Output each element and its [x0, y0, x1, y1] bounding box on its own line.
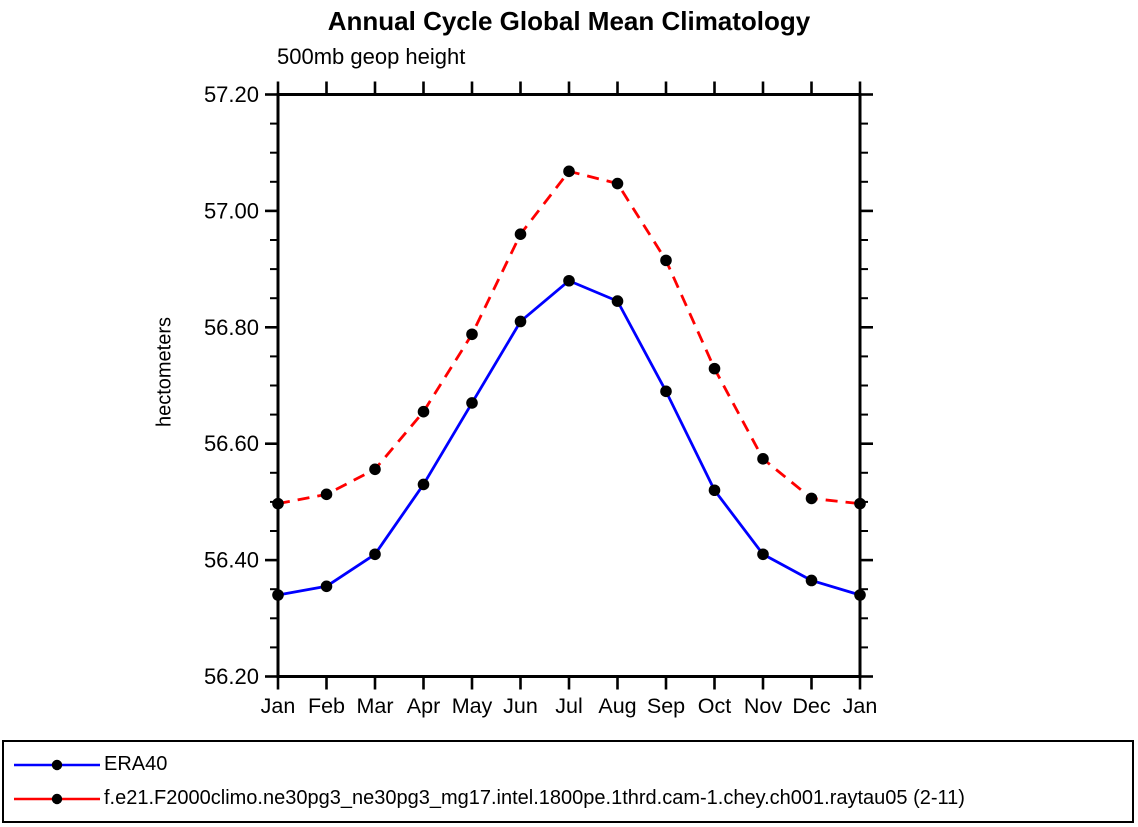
svg-text:Jul: Jul [555, 694, 582, 718]
svg-text:Jan: Jan [843, 694, 878, 718]
svg-text:Aug: Aug [598, 694, 636, 718]
svg-text:Jun: Jun [503, 694, 538, 718]
svg-text:Jan: Jan [261, 694, 296, 718]
svg-text:May: May [452, 694, 493, 718]
svg-text:Nov: Nov [744, 694, 782, 718]
legend-swatch-marker [51, 759, 63, 770]
legend-line-sample [14, 759, 100, 770]
svg-text:Mar: Mar [356, 694, 393, 718]
svg-text:Apr: Apr [407, 694, 440, 718]
svg-text:Feb: Feb [308, 694, 345, 718]
svg-text:56.20: 56.20 [204, 664, 259, 689]
legend-item: ERA40 [12, 749, 1132, 780]
svg-text:Dec: Dec [792, 694, 830, 718]
legend-swatch-marker [51, 793, 63, 804]
svg-text:56.80: 56.80 [204, 315, 259, 340]
legend-item: f.e21.F2000climo.ne30pg3_ne30pg3_mg17.in… [12, 783, 1132, 814]
svg-text:Sep: Sep [647, 694, 685, 718]
legend-line-sample [14, 793, 100, 804]
climatology-chart: 56.20 56.40 56.60 56.80 57.00 57.20 Jan Feb Mar A… [204, 81, 878, 718]
legend-label: ERA40 [104, 753, 168, 775]
svg-text:56.40: 56.40 [204, 548, 259, 573]
chart-title: Annual Cycle Global Mean Climatology [327, 6, 811, 36]
chart-subtitle: 500mb geop height [277, 44, 466, 69]
legend-label: f.e21.F2000climo.ne30pg3_ne30pg3_mg17.in… [104, 787, 965, 809]
legend-box: ERA40 f.e21.F2000climo.ne30pg3_ne30pg3_m… [2, 740, 1134, 823]
svg-text:Oct: Oct [698, 694, 731, 718]
svg-text:57.20: 57.20 [204, 82, 259, 107]
svg-text:57.00: 57.00 [204, 198, 259, 223]
svg-text:56.60: 56.60 [204, 431, 259, 456]
